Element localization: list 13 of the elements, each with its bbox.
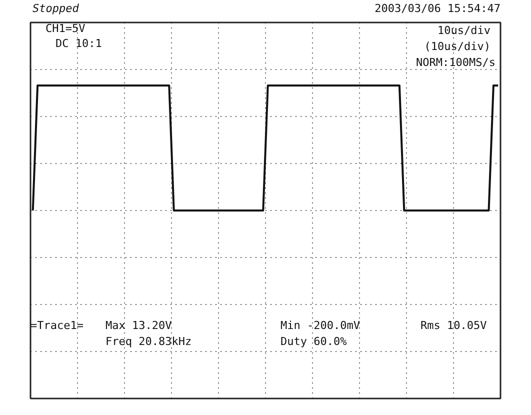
- text: Min -200.0mV: [280, 319, 360, 332]
- text: 10us/div: [438, 24, 491, 37]
- text: (10us/div): [424, 40, 491, 53]
- text: CH1=5V: [46, 22, 86, 35]
- text: =Trace1=: [30, 319, 84, 332]
- text: Rms 10.05V: [420, 319, 488, 332]
- text: Max 13.20V: [106, 319, 172, 332]
- text: DC 10:1: [56, 37, 102, 50]
- text: Freq 20.83kHz: [106, 335, 192, 348]
- text: 2003/03/06 15:54:47: [374, 2, 501, 15]
- text: Stopped: [32, 2, 80, 15]
- text: Duty 60.0%: [280, 335, 348, 348]
- text: NORM:100MS/s: [416, 56, 496, 69]
